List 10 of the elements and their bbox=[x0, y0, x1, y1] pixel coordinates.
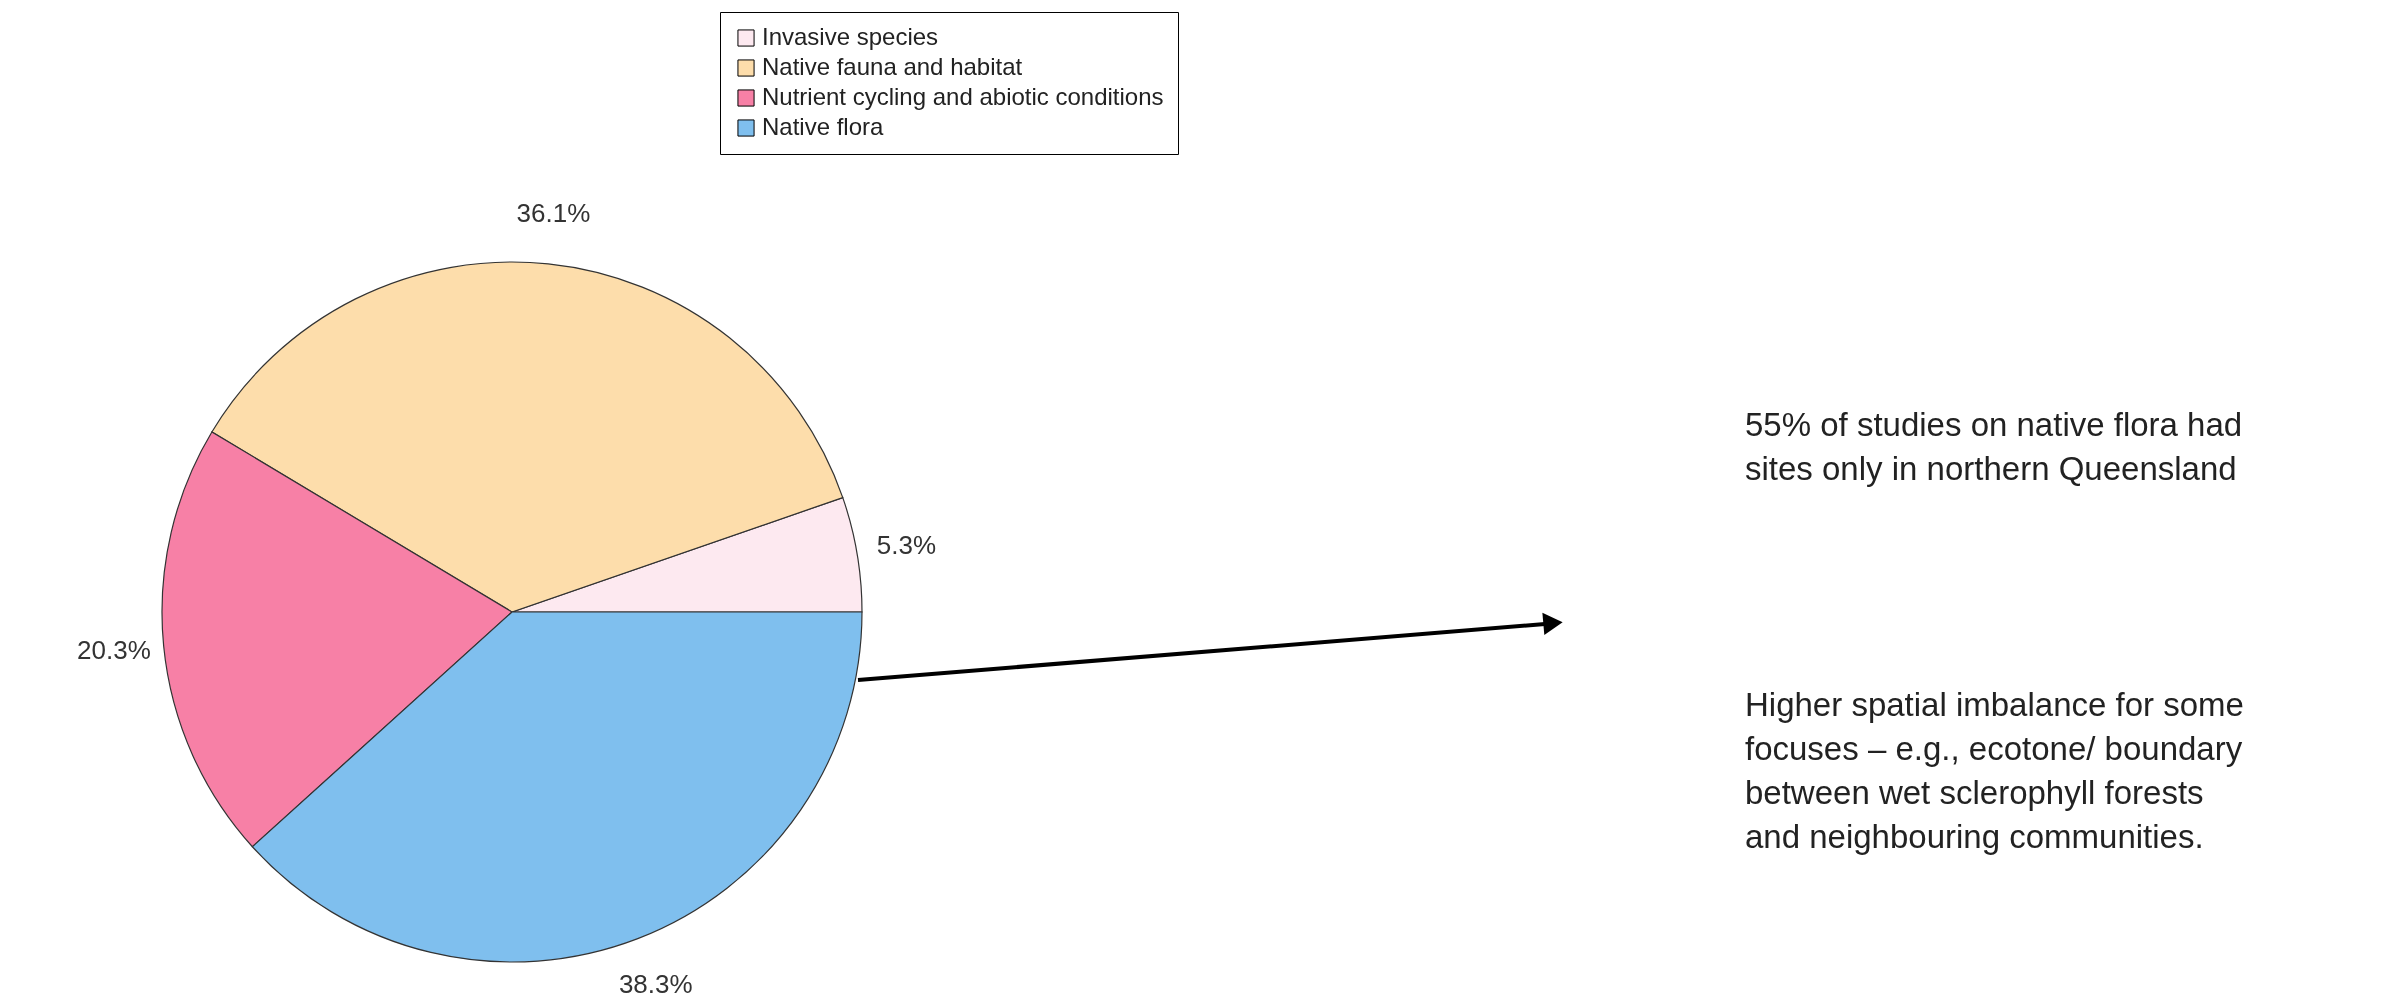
data-label: 20.3% bbox=[77, 634, 151, 665]
legend-label: Nutrient cycling and abiotic conditions bbox=[762, 83, 1164, 110]
data-label: 36.1% bbox=[516, 198, 591, 229]
data-label: 38.3% bbox=[618, 969, 693, 1000]
text: 55% of studies on native flora had sites only in northern Queensland bbox=[1745, 406, 2243, 487]
legend-label: Native fauna and habitat bbox=[762, 53, 1023, 80]
legend-label: Native flora bbox=[762, 113, 885, 140]
text: Higher spatial imbalance for some focuses – e.g., ecotone/ boundary between wet sclerophyll forests and neighbouring communities. bbox=[1745, 686, 2244, 855]
data-label: 5.3% bbox=[876, 529, 937, 560]
legend-label: Invasive species bbox=[762, 23, 939, 50]
